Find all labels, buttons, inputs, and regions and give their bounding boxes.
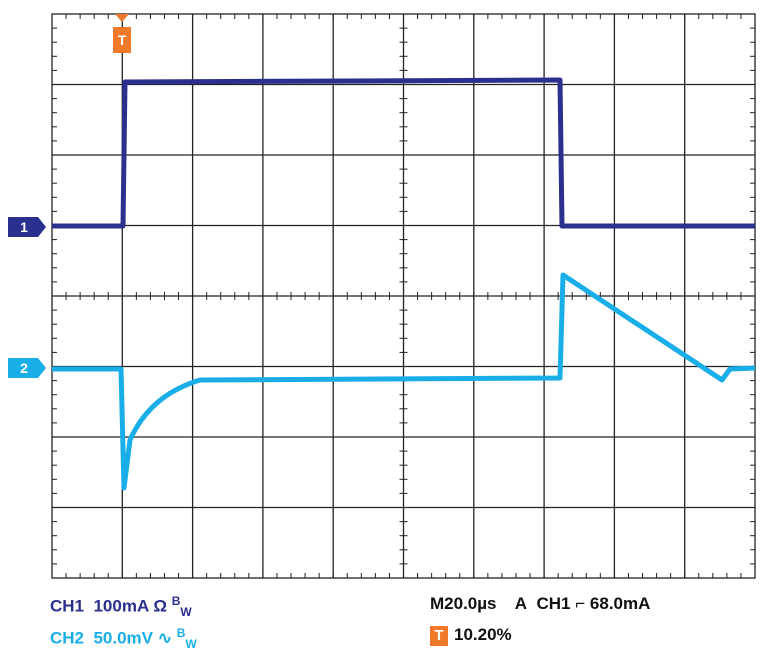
trigger-position: 10.20%: [454, 625, 512, 644]
ch1-trace: [52, 77, 755, 229]
trigger-position-icon: T: [430, 626, 448, 646]
trigger-marker: T: [113, 14, 131, 53]
ch1-bw-sub: W: [180, 605, 192, 620]
ch2-marker-label: 2: [20, 360, 28, 376]
ch1-marker-label: 1: [20, 219, 28, 235]
trigger-source: CH1: [536, 594, 571, 613]
ch1-scale: 100mA: [93, 596, 149, 616]
timebase: M20.0µs: [430, 594, 497, 613]
trigger-marker-label: T: [118, 32, 127, 48]
ch2-bw-sub: W: [185, 637, 197, 652]
ch2-status: CH2 50.0mV ∿ BW: [50, 626, 197, 651]
ch2-bw: B: [176, 626, 186, 640]
trigger-position-row: T 10.20%: [430, 625, 512, 646]
trigger-mode: A: [514, 594, 528, 613]
ch1-marker: 1: [8, 217, 46, 237]
ch2-coupling: ∿: [157, 628, 172, 648]
trigger-status: M20.0µs A CH1 ⌐ 68.0mA: [430, 594, 650, 614]
ch1-status: CH1 100mA Ω BW: [50, 594, 192, 619]
ch2-trace: [52, 272, 756, 491]
ch1-coupling: Ω: [153, 596, 167, 616]
ch1-bw: B: [171, 594, 181, 608]
trigger-slope: ⌐: [575, 594, 586, 613]
ch2-label: CH2: [50, 628, 85, 648]
trigger-level: 68.0mA: [589, 594, 651, 613]
ch2-marker: 2: [8, 358, 46, 378]
ch1-label: CH1: [50, 596, 85, 616]
ch2-scale: 50.0mV: [93, 628, 154, 648]
